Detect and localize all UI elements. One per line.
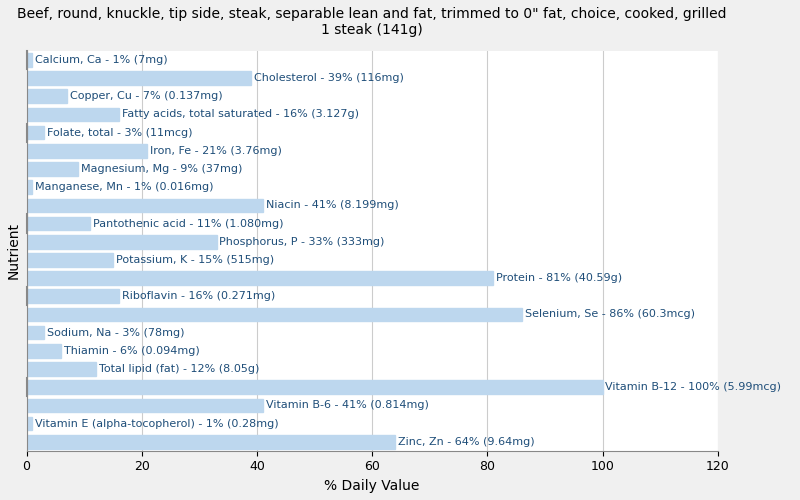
Text: Potassium, K - 15% (515mg): Potassium, K - 15% (515mg) xyxy=(116,255,274,265)
Bar xyxy=(26,198,262,212)
Bar xyxy=(26,235,217,248)
Text: Fatty acids, total saturated - 16% (3.127g): Fatty acids, total saturated - 16% (3.12… xyxy=(122,110,358,120)
Text: Zinc, Zn - 64% (9.64mg): Zinc, Zn - 64% (9.64mg) xyxy=(398,436,534,446)
Text: Cholesterol - 39% (116mg): Cholesterol - 39% (116mg) xyxy=(254,73,404,83)
Bar xyxy=(26,362,96,376)
Text: Manganese, Mn - 1% (0.016mg): Manganese, Mn - 1% (0.016mg) xyxy=(35,182,214,192)
Bar xyxy=(26,126,44,140)
Bar xyxy=(26,308,522,321)
Text: Selenium, Se - 86% (60.3mcg): Selenium, Se - 86% (60.3mcg) xyxy=(525,310,695,320)
Text: Riboflavin - 16% (0.271mg): Riboflavin - 16% (0.271mg) xyxy=(122,291,275,301)
Text: Folate, total - 3% (11mcg): Folate, total - 3% (11mcg) xyxy=(46,128,192,138)
Bar xyxy=(26,72,251,85)
Y-axis label: Nutrient: Nutrient xyxy=(7,222,21,280)
Text: Niacin - 41% (8.199mg): Niacin - 41% (8.199mg) xyxy=(266,200,398,210)
Text: Thiamin - 6% (0.094mg): Thiamin - 6% (0.094mg) xyxy=(64,346,200,356)
Bar xyxy=(26,290,118,303)
Bar xyxy=(26,435,395,448)
X-axis label: % Daily Value: % Daily Value xyxy=(325,479,420,493)
Text: Vitamin B-12 - 100% (5.99mcg): Vitamin B-12 - 100% (5.99mcg) xyxy=(606,382,782,392)
Bar xyxy=(26,53,32,66)
Text: Phosphorus, P - 33% (333mg): Phosphorus, P - 33% (333mg) xyxy=(219,236,385,246)
Bar xyxy=(26,271,493,285)
Text: Copper, Cu - 7% (0.137mg): Copper, Cu - 7% (0.137mg) xyxy=(70,92,222,102)
Bar xyxy=(26,380,602,394)
Bar xyxy=(26,144,147,158)
Text: Protein - 81% (40.59g): Protein - 81% (40.59g) xyxy=(496,273,622,283)
Text: Total lipid (fat) - 12% (8.05g): Total lipid (fat) - 12% (8.05g) xyxy=(98,364,259,374)
Text: Sodium, Na - 3% (78mg): Sodium, Na - 3% (78mg) xyxy=(46,328,184,338)
Bar xyxy=(26,416,32,430)
Bar xyxy=(26,344,61,358)
Text: Iron, Fe - 21% (3.76mg): Iron, Fe - 21% (3.76mg) xyxy=(150,146,282,156)
Bar xyxy=(26,90,67,103)
Bar xyxy=(26,253,113,266)
Title: Beef, round, knuckle, tip side, steak, separable lean and fat, trimmed to 0" fat: Beef, round, knuckle, tip side, steak, s… xyxy=(18,7,727,37)
Bar xyxy=(26,162,78,176)
Bar xyxy=(26,108,118,122)
Text: Magnesium, Mg - 9% (37mg): Magnesium, Mg - 9% (37mg) xyxy=(82,164,242,174)
Text: Vitamin E (alpha-tocopherol) - 1% (0.28mg): Vitamin E (alpha-tocopherol) - 1% (0.28m… xyxy=(35,418,278,428)
Text: Pantothenic acid - 11% (1.080mg): Pantothenic acid - 11% (1.080mg) xyxy=(93,218,283,228)
Bar xyxy=(26,216,90,230)
Text: Vitamin B-6 - 41% (0.814mg): Vitamin B-6 - 41% (0.814mg) xyxy=(266,400,429,410)
Bar xyxy=(26,398,262,412)
Text: Calcium, Ca - 1% (7mg): Calcium, Ca - 1% (7mg) xyxy=(35,55,168,65)
Bar xyxy=(26,180,32,194)
Bar xyxy=(26,326,44,340)
